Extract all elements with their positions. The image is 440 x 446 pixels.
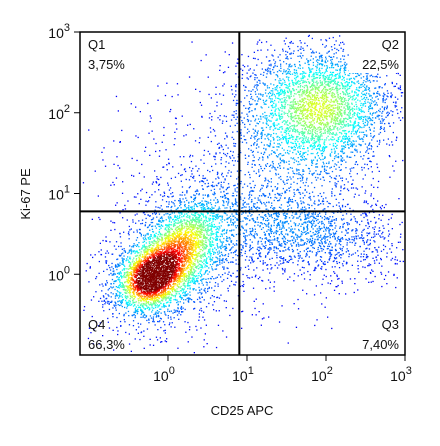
quadrant-percent: 22,5% [362, 57, 399, 72]
quadrant-name: Q4 [88, 317, 105, 332]
event-cloud [83, 35, 404, 354]
quadrant-name: Q1 [88, 37, 105, 52]
x-axis-label: CD25 APC [211, 403, 274, 418]
x-tick-label: 103 [390, 365, 412, 384]
y-axis-label: Ki-67 PE [18, 168, 33, 220]
quadrant-percent: 3,75% [88, 57, 125, 72]
x-tick-label: 102 [311, 365, 333, 384]
quadrant-percent: 7,40% [362, 337, 399, 352]
y-tick-label: 100 [48, 264, 70, 283]
y-tick-label: 101 [48, 184, 70, 203]
x-tick-label: 101 [232, 365, 254, 384]
quadrant-name: Q2 [382, 37, 399, 52]
quadrant-percent: 66,3% [88, 337, 125, 352]
quadrant-name: Q3 [382, 317, 399, 332]
y-tick-label: 102 [48, 103, 70, 122]
x-tick-label: 100 [153, 365, 175, 384]
y-tick-label: 103 [48, 22, 70, 41]
